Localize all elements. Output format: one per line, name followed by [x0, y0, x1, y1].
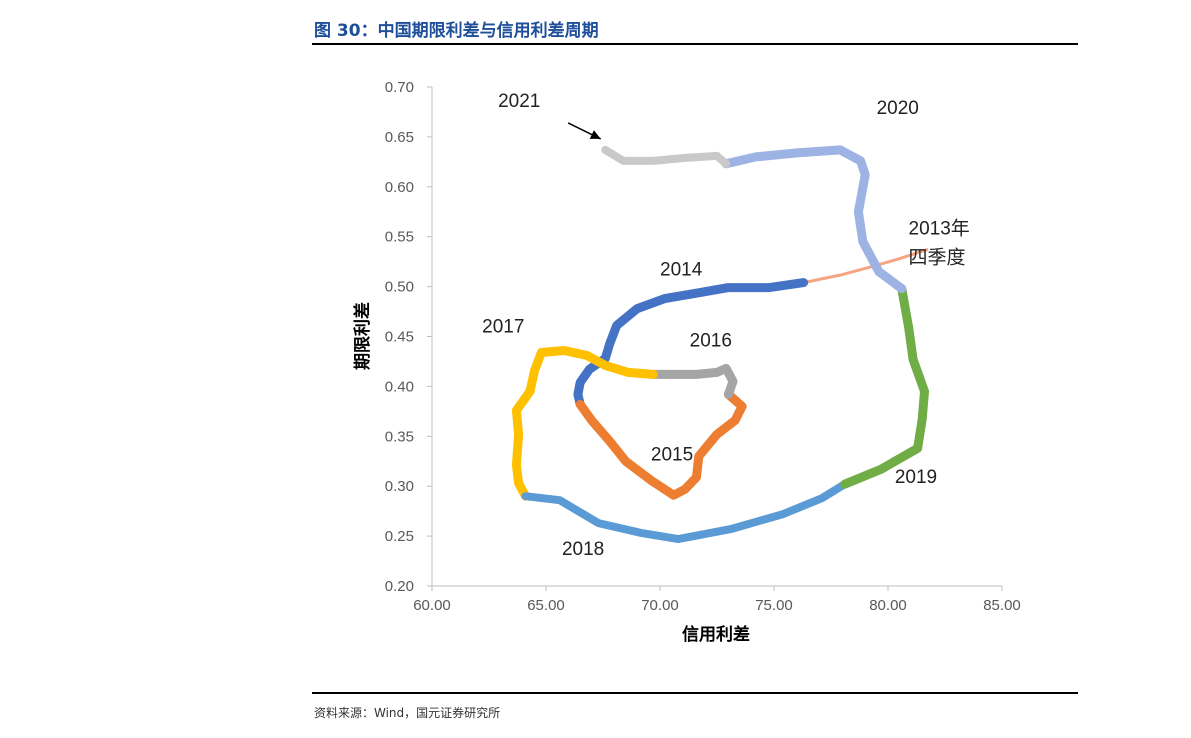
y-tick-label: 0.25 — [385, 528, 414, 545]
x-tick-label: 75.00 — [755, 597, 793, 614]
y-tick-label: 0.60 — [385, 179, 414, 196]
annotation-label: 2013年 — [909, 218, 970, 240]
chart-axes: 60.00 65.00 70.00 75.00 80.00 85.00 0.20 0.25 0.… — [385, 79, 1021, 614]
y-tick-label: 0.65 — [385, 129, 414, 146]
annotation-label: 2014 — [660, 260, 703, 281]
arrow-head — [589, 130, 601, 139]
series-line — [573, 278, 809, 409]
figure-title: 图 30：中国期限利差与信用利差周期 — [314, 21, 599, 41]
y-tick-label: 0.20 — [385, 578, 414, 595]
y-tick-label: 0.45 — [385, 329, 414, 346]
title-rule — [312, 43, 1078, 45]
x-tick-label: 85.00 — [983, 597, 1021, 614]
series-line — [575, 389, 747, 500]
y-tick-label: 0.40 — [385, 378, 414, 395]
y-tick-label: 0.35 — [385, 428, 414, 445]
annotation-label: 2021 — [498, 91, 540, 112]
x-tick-label: 70.00 — [641, 597, 679, 614]
x-axis-title: 信用利差 — [682, 624, 750, 645]
annotation-label: 2018 — [562, 539, 604, 560]
annotation-label: 2019 — [895, 467, 937, 488]
series-line — [521, 480, 849, 544]
x-tick-label: 65.00 — [527, 597, 565, 614]
x-tick-label: 80.00 — [869, 597, 907, 614]
y-tick-label: 0.70 — [385, 79, 414, 96]
annotation-label: 四季度 — [909, 247, 966, 269]
y-tick-label: 0.50 — [385, 279, 414, 296]
source-note: 资料来源：Wind，国元证券研究所 — [314, 706, 501, 720]
series-line — [511, 346, 658, 501]
annotation-label: 2016 — [690, 330, 732, 351]
annotation-label: 2015 — [651, 444, 693, 465]
y-tick-label: 0.55 — [385, 229, 414, 246]
chart-series — [511, 145, 929, 544]
source-rule — [312, 692, 1078, 694]
annotation-label: 2020 — [877, 98, 919, 119]
x-tick-label: 60.00 — [413, 597, 451, 614]
series-line — [648, 363, 738, 399]
series-line — [840, 284, 929, 489]
series-line — [721, 145, 907, 294]
annotation-label: 2017 — [482, 317, 524, 338]
y-axis-title: 期限利差 — [352, 302, 373, 370]
y-tick-label: 0.30 — [385, 478, 414, 495]
series-line — [601, 145, 731, 168]
